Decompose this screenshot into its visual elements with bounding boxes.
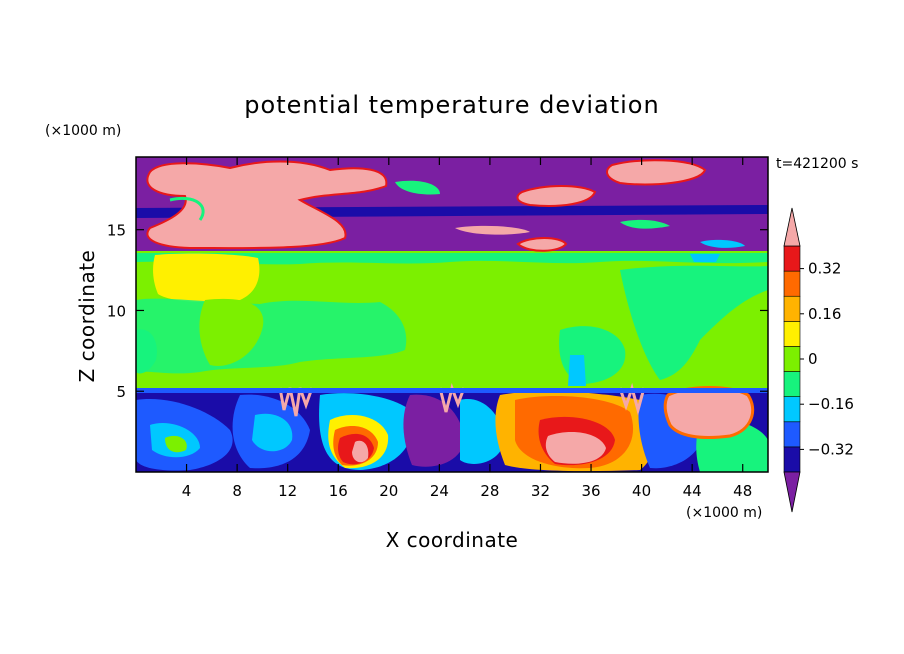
x-tick-label: 36: [581, 482, 600, 500]
x-tick-label: 12: [278, 482, 297, 500]
x-tick-label: 40: [632, 482, 651, 500]
mid-cyan-spot-2: [690, 254, 720, 262]
lower-cyan-zone-3: [460, 399, 505, 464]
y-tick-label: 10: [107, 302, 126, 320]
colorbar-bin: [783, 446, 801, 473]
x-axis-label: X coordinate: [386, 528, 519, 552]
upper-wisp-4: [700, 239, 745, 248]
x-tick-label: 4: [182, 482, 192, 500]
upper-wisp-3: [620, 219, 670, 229]
lower-peak-zone-2: [545, 432, 606, 464]
colorbar-tick-label: −0.32: [808, 440, 854, 458]
mid-cool-patch-5: [136, 329, 157, 374]
colorbar-bin: [783, 371, 801, 397]
upper-pink-cloud-2: [606, 159, 707, 186]
colorbar-max-extend: [783, 207, 801, 247]
mid-warm-patch: [153, 253, 260, 302]
x-unit-label: (×1000 m): [686, 505, 762, 521]
x-tick-label: 20: [379, 482, 398, 500]
plot-frame: [135, 156, 769, 473]
colorbar-bin: [783, 245, 801, 272]
x-tick-label: 24: [430, 482, 449, 500]
colorbar-bin: [783, 295, 801, 322]
colorbar-bin: [783, 396, 801, 423]
colorbar-min-extend: [783, 471, 801, 513]
x-tick-label: 28: [480, 482, 499, 500]
x-tick-label: 44: [683, 482, 702, 500]
colorbar: 0.32 0.16 0 −0.16 −0.32: [783, 207, 854, 513]
mid-cool-patch-1: [136, 253, 768, 265]
upper-wisp-1: [395, 180, 440, 195]
mid-cool-patch-4: [620, 265, 768, 380]
x-tick-label: 16: [329, 482, 348, 500]
y-tick-label: 5: [116, 383, 126, 401]
x-tick-label: 8: [232, 482, 242, 500]
upper-pink-cloud-3: [516, 185, 597, 207]
upper-pink-cloud-4: [516, 237, 568, 252]
colorbar-bin: [783, 270, 801, 297]
lower-peak-zone-1: [352, 440, 369, 463]
x-axis: 4 8 12 16 20 24 28 32 36 40 44 48: [182, 157, 752, 500]
upper-green-edge: [169, 197, 205, 221]
upper-wisp-2: [455, 225, 530, 235]
lower-cyan-zone-2: [252, 413, 293, 452]
colorbar-bin: [783, 346, 801, 372]
mid-green-tongue-2: [418, 266, 483, 382]
upper-pink-cloud-1: [146, 160, 388, 250]
y-axis: 5 10 15: [107, 222, 768, 401]
colorbar-tick-label: −0.16: [808, 395, 854, 413]
lower-peak-zone-3: [663, 386, 754, 439]
lower-blue-zone-3: [403, 394, 465, 467]
time-label: t=421200 s: [776, 156, 858, 172]
x-tick-label: 48: [733, 482, 752, 500]
contour-field: [136, 157, 768, 472]
mid-green-tongue-3: [500, 275, 562, 382]
y-axis-label: Z coordinate: [75, 250, 99, 383]
chart-title: potential temperature deviation: [244, 91, 659, 119]
colorbar-bin: [783, 421, 801, 448]
lower-blue-edge: [136, 388, 768, 393]
x-tick-label: 32: [531, 482, 550, 500]
mid-green-tongue-1: [199, 298, 264, 366]
mid-cyan-spot-1: [568, 355, 586, 386]
lower-green-zone-1: [165, 435, 187, 453]
y-tick-label: 15: [107, 222, 126, 240]
colorbar-bin: [783, 321, 801, 347]
colorbar-tick-label: 0.16: [808, 305, 841, 323]
colorbar-tick-label: 0: [808, 350, 818, 368]
y-unit-label: (×1000 m): [45, 123, 121, 139]
colorbar-tick-label: 0.32: [808, 260, 841, 278]
